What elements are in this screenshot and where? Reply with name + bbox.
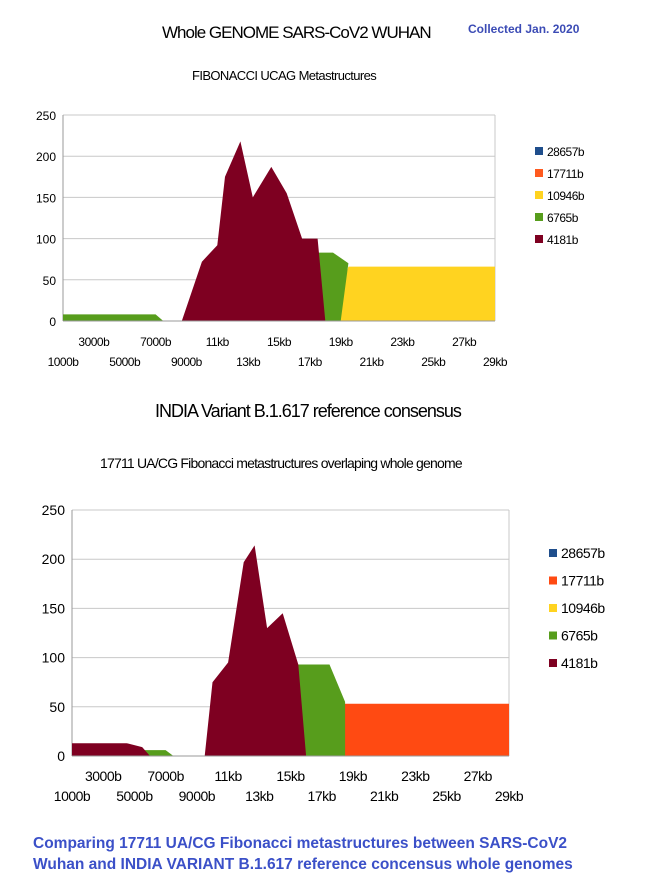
x-tick-label: 21kb (360, 355, 385, 369)
x-tick-label: 5000b (109, 355, 141, 369)
area-series-10946b (333, 266, 495, 321)
legend-label-17711b: 17711b (547, 167, 584, 181)
caption-line-1: Comparing 17711 UA/CG Fibonacci metastru… (33, 835, 568, 852)
caption-line-2: Wuhan and INDIA VARIANT B.1.617 referenc… (33, 856, 573, 873)
legend-label-10946b: 10946b (561, 600, 605, 616)
x-tick-label: 9000b (179, 788, 216, 804)
collected-date-label: Collected Jan. 2020 (468, 22, 580, 36)
legend-label-6765b: 6765b (547, 211, 579, 225)
legend-label-4181b: 4181b (547, 233, 579, 247)
legend-swatch-10946b (535, 191, 543, 199)
x-tick-label: 17kb (298, 355, 323, 369)
figure-caption: Comparing 17711 UA/CG Fibonacci metastru… (33, 833, 643, 875)
x-tick-label: 27kb (452, 335, 477, 349)
area-series-4181b (181, 141, 326, 321)
x-tick-label: 29kb (495, 788, 524, 804)
legend-swatch-17711b (535, 169, 543, 177)
legend-label-28657b: 28657b (561, 545, 605, 561)
y-tick-label: 150 (42, 600, 66, 616)
x-tick-label: 1000b (54, 788, 91, 804)
legend-label-4181b: 4181b (561, 655, 598, 671)
y-tick-label: 200 (42, 551, 66, 567)
legend-swatch-4181b (549, 659, 557, 667)
legend-swatch-28657b (549, 549, 557, 557)
legend-swatch-17711b (549, 576, 557, 585)
y-tick-label: 50 (43, 274, 57, 288)
x-tick-label: 19kb (339, 768, 368, 784)
x-tick-label: 25kb (421, 355, 446, 369)
x-tick-label: 29kb (483, 355, 508, 369)
x-tick-label: 25kb (432, 788, 461, 804)
x-tick-label: 19kb (329, 335, 354, 349)
legend-label-17711b: 17711b (561, 573, 604, 589)
chart1-subtitle: FIBONACCI UCAG Metastructures (192, 68, 377, 83)
x-tick-label: 23kb (390, 335, 415, 349)
india-variant-area-chart: 0 50 100 150 200 250 3000b 7000b 11kb 15kb 19kb 23k… (42, 502, 606, 804)
y-tick-label: 200 (36, 150, 56, 164)
y-tick-label: 250 (36, 109, 56, 123)
legend-label-28657b: 28657b (547, 145, 585, 159)
x-tick-label: 7000b (140, 335, 172, 349)
chart2-title: INDIA Variant B.1.617 reference consensu… (155, 401, 462, 421)
x-tick-label: 7000b (147, 768, 184, 784)
area-series-4181b (72, 545, 307, 756)
x-tick-label: 15kb (276, 768, 305, 784)
y-tick-label: 0 (49, 315, 56, 329)
y-tick-label: 250 (42, 502, 66, 518)
legend-label-6765b: 6765b (561, 628, 598, 644)
x-tick-label: 3000b (78, 335, 110, 349)
x-tick-label: 9000b (171, 355, 203, 369)
x-tick-label: 15kb (267, 335, 292, 349)
chart2-subtitle: 17711 UA/CG Fibonacci metastructures ove… (100, 455, 463, 471)
legend-swatch-6765b (535, 213, 543, 221)
y-tick-label: 100 (42, 650, 66, 666)
legend-label-10946b: 10946b (547, 189, 585, 203)
x-tick-label: 11kb (206, 335, 230, 349)
y-tick-label: 0 (57, 748, 65, 764)
x-tick-label: 1000b (48, 355, 80, 369)
legend-swatch-28657b (535, 147, 543, 155)
x-tick-label: 23kb (401, 768, 430, 784)
x-tick-label: 13kb (236, 355, 261, 369)
legend-swatch-4181b (535, 235, 543, 243)
y-tick-label: 50 (49, 699, 65, 715)
y-tick-label: 150 (36, 191, 56, 205)
chart1-title: Whole GENOME SARS-CoV2 WUHAN (162, 23, 432, 42)
x-tick-label: 13kb (245, 788, 274, 804)
wuhan-area-chart: 0 50 100 150 200 250 3000b 7000b 11kb 15kb 19kb 23k… (36, 109, 585, 369)
x-tick-label: 27kb (464, 768, 493, 784)
legend-swatch-10946b (549, 604, 557, 612)
x-tick-label: 21kb (370, 788, 399, 804)
x-tick-label: 3000b (85, 768, 122, 784)
legend-swatch-6765b (549, 631, 557, 640)
x-tick-label: 11kb (214, 768, 242, 784)
x-tick-label: 17kb (308, 788, 337, 804)
x-tick-label: 5000b (116, 788, 153, 804)
y-tick-label: 100 (36, 233, 56, 247)
